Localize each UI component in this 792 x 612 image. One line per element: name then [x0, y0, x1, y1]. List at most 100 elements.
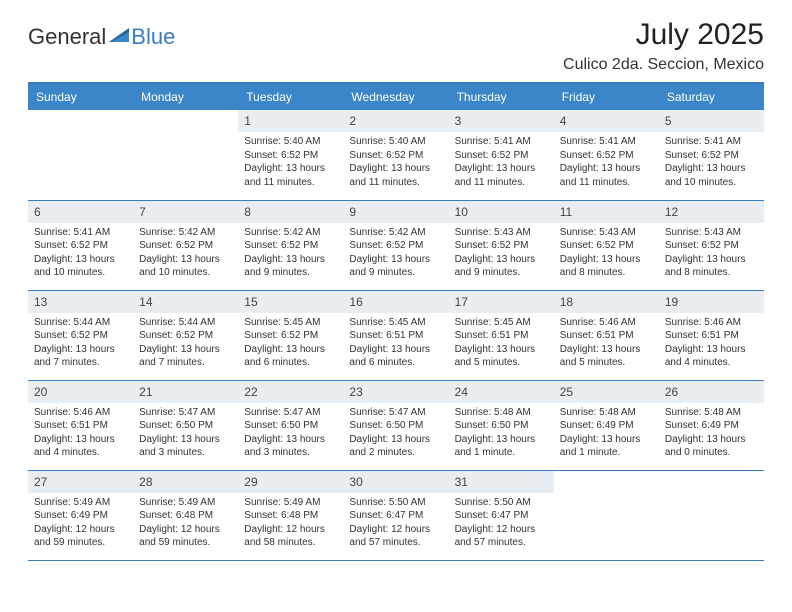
- day-number: 26: [659, 381, 764, 403]
- daylight-text: Daylight: 13 hours and 4 minutes.: [34, 433, 127, 460]
- weekday-header: Monday: [133, 83, 238, 110]
- day-number: 19: [659, 291, 764, 313]
- sunset-text: Sunset: 6:52 PM: [665, 239, 758, 253]
- sunset-text: Sunset: 6:52 PM: [349, 149, 442, 163]
- day-number: 20: [28, 381, 133, 403]
- calendar-week: 20Sunrise: 5:46 AMSunset: 6:51 PMDayligh…: [28, 380, 764, 470]
- sunrise-text: Sunrise: 5:46 AM: [34, 406, 127, 420]
- day-cell: 10Sunrise: 5:43 AMSunset: 6:52 PMDayligh…: [449, 200, 554, 290]
- day-cell: 23Sunrise: 5:47 AMSunset: 6:50 PMDayligh…: [343, 380, 448, 470]
- daylight-text: Daylight: 13 hours and 11 minutes.: [244, 162, 337, 189]
- daylight-text: Daylight: 12 hours and 59 minutes.: [139, 523, 232, 550]
- day-cell: 9Sunrise: 5:42 AMSunset: 6:52 PMDaylight…: [343, 200, 448, 290]
- day-number: 4: [554, 110, 659, 132]
- weekday-header: Saturday: [659, 83, 764, 110]
- day-cell: 1Sunrise: 5:40 AMSunset: 6:52 PMDaylight…: [238, 110, 343, 200]
- daylight-text: Daylight: 13 hours and 7 minutes.: [34, 343, 127, 370]
- day-number: 29: [238, 471, 343, 493]
- day-number: 1: [238, 110, 343, 132]
- sunrise-text: Sunrise: 5:48 AM: [560, 406, 653, 420]
- sunrise-text: Sunrise: 5:43 AM: [455, 226, 548, 240]
- day-cell: 19Sunrise: 5:46 AMSunset: 6:51 PMDayligh…: [659, 290, 764, 380]
- weekday-header: Tuesday: [238, 83, 343, 110]
- daylight-text: Daylight: 13 hours and 9 minutes.: [349, 253, 442, 280]
- sunset-text: Sunset: 6:47 PM: [455, 509, 548, 523]
- sunrise-text: Sunrise: 5:46 AM: [665, 316, 758, 330]
- daylight-text: Daylight: 13 hours and 10 minutes.: [665, 162, 758, 189]
- weekday-row: SundayMondayTuesdayWednesdayThursdayFrid…: [28, 83, 764, 110]
- day-number: 7: [133, 201, 238, 223]
- sunset-text: Sunset: 6:52 PM: [244, 239, 337, 253]
- day-cell: 26 Sunrise: 5:48 AMSunset: 6:49 PMDayligh…: [659, 380, 764, 470]
- sunset-text: Sunset: 6:47 PM: [349, 509, 442, 523]
- sunrise-text: Sunrise: 5:42 AM: [349, 226, 442, 240]
- calendar-head: SundayMondayTuesdayWednesdayThursdayFrid…: [28, 83, 764, 110]
- sunrise-text: Sunrise: 5:48 AM: [665, 406, 758, 420]
- sunset-text: Sunset: 6:52 PM: [34, 329, 127, 343]
- empty-cell: [133, 110, 238, 200]
- sunrise-text: Sunrise: 5:43 AM: [560, 226, 653, 240]
- sunrise-text: Sunrise: 5:48 AM: [455, 406, 548, 420]
- daylight-text: Daylight: 13 hours and 7 minutes.: [139, 343, 232, 370]
- day-cell: 15Sunrise: 5:45 AMSunset: 6:52 PMDayligh…: [238, 290, 343, 380]
- sunrise-text: Sunrise: 5:50 AM: [455, 496, 548, 510]
- daylight-text: Daylight: 12 hours and 59 minutes.: [34, 523, 127, 550]
- sunrise-text: Sunrise: 5:40 AM: [349, 135, 442, 149]
- sunset-text: Sunset: 6:49 PM: [665, 419, 758, 433]
- day-number: 11: [554, 201, 659, 223]
- daylight-text: Daylight: 13 hours and 1 minute.: [560, 433, 653, 460]
- sunset-text: Sunset: 6:51 PM: [349, 329, 442, 343]
- day-cell: 12Sunrise: 5:43 AMSunset: 6:52 PMDayligh…: [659, 200, 764, 290]
- weekday-header: Wednesday: [343, 83, 448, 110]
- day-number: 5: [659, 110, 764, 132]
- daylight-text: Daylight: 13 hours and 11 minutes.: [455, 162, 548, 189]
- day-number: 10: [449, 201, 554, 223]
- day-cell: 29Sunrise: 5:49 AMSunset: 6:48 PMDayligh…: [238, 470, 343, 560]
- calendar-page: General Blue July 2025 Culico 2da. Secci…: [0, 0, 792, 579]
- day-cell: 28Sunrise: 5:49 AMSunset: 6:48 PMDayligh…: [133, 470, 238, 560]
- day-cell: 24Sunrise: 5:48 AMSunset: 6:50 PMDayligh…: [449, 380, 554, 470]
- sunset-text: Sunset: 6:52 PM: [665, 149, 758, 163]
- daylight-text: Daylight: 12 hours and 57 minutes.: [455, 523, 548, 550]
- sunrise-text: Sunrise: 5:49 AM: [244, 496, 337, 510]
- logo-text-1: General: [28, 24, 106, 50]
- empty-cell: [554, 470, 659, 560]
- location-subtitle: Culico 2da. Seccion, Mexico: [563, 56, 764, 74]
- day-number: 15: [238, 291, 343, 313]
- calendar-week: 27Sunrise: 5:49 AMSunset: 6:49 PMDayligh…: [28, 470, 764, 560]
- day-cell: 13Sunrise: 5:44 AMSunset: 6:52 PMDayligh…: [28, 290, 133, 380]
- day-number: 9: [343, 201, 448, 223]
- sunset-text: Sunset: 6:49 PM: [560, 419, 653, 433]
- weekday-header: Thursday: [449, 83, 554, 110]
- daylight-text: Daylight: 13 hours and 8 minutes.: [560, 253, 653, 280]
- day-number: 12: [659, 201, 764, 223]
- sunrise-text: Sunrise: 5:46 AM: [560, 316, 653, 330]
- day-number: 28: [133, 471, 238, 493]
- sunset-text: Sunset: 6:50 PM: [455, 419, 548, 433]
- page-header: General Blue July 2025 Culico 2da. Secci…: [28, 18, 764, 74]
- sunset-text: Sunset: 6:52 PM: [139, 329, 232, 343]
- sunrise-text: Sunrise: 5:45 AM: [349, 316, 442, 330]
- day-number: 6: [28, 201, 133, 223]
- daylight-text: Daylight: 12 hours and 58 minutes.: [244, 523, 337, 550]
- daylight-text: Daylight: 13 hours and 10 minutes.: [34, 253, 127, 280]
- day-number: 23: [343, 381, 448, 403]
- sunset-text: Sunset: 6:51 PM: [34, 419, 127, 433]
- day-cell: 30Sunrise: 5:50 AMSunset: 6:47 PMDayligh…: [343, 470, 448, 560]
- sunrise-text: Sunrise: 5:49 AM: [139, 496, 232, 510]
- sunrise-text: Sunrise: 5:44 AM: [139, 316, 232, 330]
- sunrise-text: Sunrise: 5:49 AM: [34, 496, 127, 510]
- empty-cell: [659, 470, 764, 560]
- day-number: 31: [449, 471, 554, 493]
- day-number: 22: [238, 381, 343, 403]
- sunrise-text: Sunrise: 5:41 AM: [34, 226, 127, 240]
- daylight-text: Daylight: 13 hours and 0 minutes.: [665, 433, 758, 460]
- day-cell: 25Sunrise: 5:48 AMSunset: 6:49 PMDayligh…: [554, 380, 659, 470]
- daylight-text: Daylight: 13 hours and 9 minutes.: [455, 253, 548, 280]
- sunset-text: Sunset: 6:52 PM: [455, 149, 548, 163]
- logo-text-2: Blue: [131, 24, 175, 50]
- daylight-text: Daylight: 13 hours and 6 minutes.: [244, 343, 337, 370]
- day-number: 16: [343, 291, 448, 313]
- day-cell: 18Sunrise: 5:46 AMSunset: 6:51 PMDayligh…: [554, 290, 659, 380]
- sunset-text: Sunset: 6:51 PM: [455, 329, 548, 343]
